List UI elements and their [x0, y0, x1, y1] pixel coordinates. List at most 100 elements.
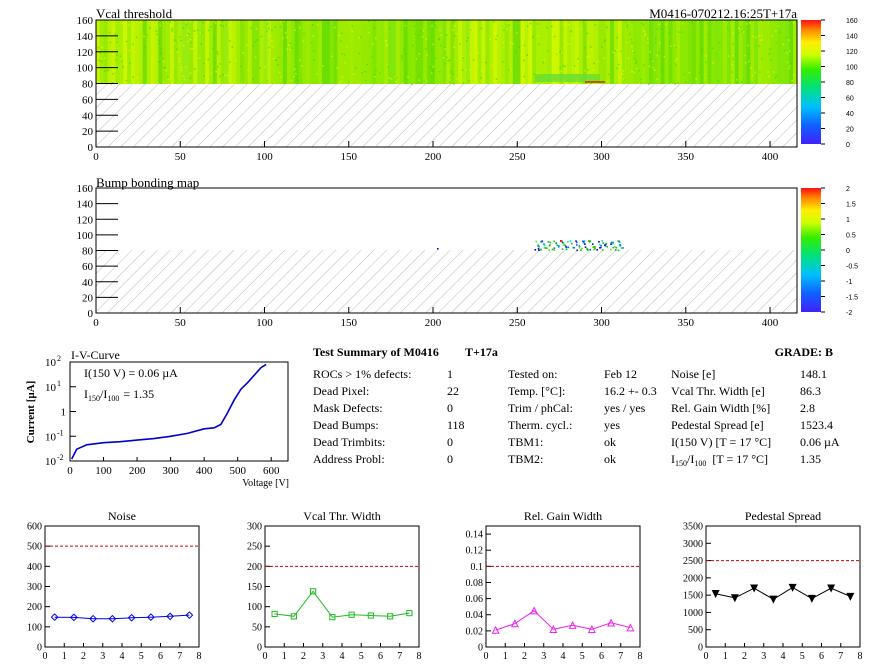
vcal-map-pixel — [656, 54, 658, 57]
vcal-map-pixel — [592, 69, 595, 71]
vcal-map-column — [208, 20, 214, 84]
bump-map-pixel — [621, 247, 623, 249]
x-tick-label: 8 — [858, 651, 863, 662]
vcal-map-pixel — [285, 32, 287, 34]
vcal-map-pixel — [242, 52, 244, 54]
z-tick-label: 140 — [846, 34, 858, 41]
vcal-map-pixel — [418, 79, 420, 81]
vcal-map-pixel — [779, 31, 781, 33]
vcal-map-pixel — [440, 34, 443, 37]
vcal-map-pixel — [129, 49, 131, 52]
vcal-map-pixel — [148, 20, 150, 22]
bump-map-pixel — [538, 249, 540, 252]
vcal-map-column — [142, 20, 148, 84]
vcal-map-pixel — [358, 36, 361, 39]
vcal-map-pixel — [401, 54, 403, 57]
data-marker — [626, 623, 635, 632]
vcal-map-pixel — [438, 70, 441, 73]
vcal-map-pixel — [109, 41, 112, 44]
bump-map-pixel — [548, 249, 551, 251]
vcal-map-pixel — [98, 34, 100, 37]
vcal-map-column — [220, 20, 226, 84]
vcal-map-column — [263, 20, 268, 84]
vcal-map-pixel — [649, 65, 652, 67]
vcal-map-column — [345, 20, 350, 84]
vcal-map-pixel — [282, 37, 284, 39]
vcal-map-column — [761, 20, 767, 84]
vcal-map-pixel — [218, 63, 221, 65]
x-tick-label: 5 — [359, 651, 364, 662]
y-tick-label: 100 — [247, 602, 262, 613]
vcal-map-pixel — [132, 76, 134, 78]
vcal-map-column — [571, 20, 576, 84]
vcal-map-pixel — [560, 51, 563, 54]
vcal-map-pixel — [284, 20, 287, 22]
bump-map-pixel — [581, 247, 583, 250]
vcal-map-pixel — [311, 42, 313, 44]
x-tick-label: 3 — [100, 651, 105, 662]
bump-map-pixel — [560, 240, 562, 242]
vcal-map-pixel — [122, 22, 124, 24]
vcal-map-pixel — [294, 20, 297, 22]
vcal-map-pixel — [253, 41, 256, 43]
vcal-map-pixel — [240, 82, 243, 85]
vcal-map-pixel — [216, 51, 219, 53]
vcal-map-pixel — [213, 20, 215, 22]
vcal-map-pixel — [163, 81, 165, 84]
x-tick-label: 2 — [81, 651, 86, 662]
vcal-map-pixel — [589, 46, 592, 48]
y-tick-label: 0 — [37, 643, 42, 654]
series-line — [495, 610, 631, 631]
vcal-map-pixel — [278, 71, 281, 74]
data-marker — [166, 612, 175, 621]
vcal-map-pixel — [788, 39, 790, 41]
vcal-map-column — [575, 20, 580, 84]
vcal-map-pixel — [234, 60, 237, 62]
vcal-map-pixel — [462, 57, 465, 59]
vcal-map-column — [411, 20, 416, 84]
x-tick-label: 150 — [341, 151, 358, 163]
vcal-map-pixel — [656, 78, 658, 81]
vcal-map-pixel — [178, 57, 180, 59]
vcal-map-pixel — [108, 31, 111, 34]
vcal-map-pixel — [294, 68, 296, 70]
vcal-map-pixel — [545, 26, 548, 29]
vcal-map-pixel — [275, 59, 277, 61]
iv-annotation-current: I(150 V) = 0.06 µA — [84, 366, 178, 380]
vcal-map-column — [532, 20, 537, 84]
vcal-map-pixel — [537, 23, 539, 25]
vcal-map-pixel — [259, 67, 261, 69]
vcal-map-column — [201, 20, 206, 84]
vcal-map-column — [181, 20, 187, 84]
bump-map-pixel — [569, 240, 572, 242]
y-tick-label: 0 — [257, 643, 262, 654]
vcal-map-column — [224, 20, 230, 84]
vcal-map-pixel — [385, 39, 387, 42]
vcal-map-pixel — [640, 82, 642, 84]
summary-label: Therm. cycl.: — [508, 418, 572, 432]
vcal-map-column — [306, 20, 311, 84]
summary-title: Test Summary of M0416 — [313, 345, 439, 359]
vcal-map-pixel — [336, 67, 338, 69]
bump-map-pixel — [540, 249, 542, 251]
vcal-map-pixel — [386, 44, 388, 47]
x-tick-label: 300 — [593, 317, 610, 329]
vcal-map-pixel — [390, 78, 393, 80]
vcal-map-pixel — [267, 27, 270, 30]
vcal-map: 0 50 100 150 200 250 300 350 4000204060801001201… — [77, 15, 858, 163]
bump-map-pixel — [594, 248, 596, 250]
iv-xlabel: Voltage [V] — [242, 478, 289, 489]
vcal-map-pixel — [378, 72, 381, 75]
z-tick-label: 1 — [846, 217, 850, 224]
vcal-map-pixel — [291, 47, 294, 49]
vcal-map-pixel — [469, 68, 472, 70]
vcal-map-column — [368, 20, 374, 84]
vcal-map-pixel — [631, 21, 633, 24]
vcal-map-column — [555, 20, 561, 84]
vcal-map-pixel — [587, 69, 589, 71]
vcal-map-pixel — [271, 29, 273, 32]
bump-map-pixel — [619, 244, 622, 247]
x-tick-label: 7 — [838, 651, 843, 662]
vcal-map-pixel — [125, 79, 128, 82]
vcal-map-pixel — [553, 35, 556, 38]
